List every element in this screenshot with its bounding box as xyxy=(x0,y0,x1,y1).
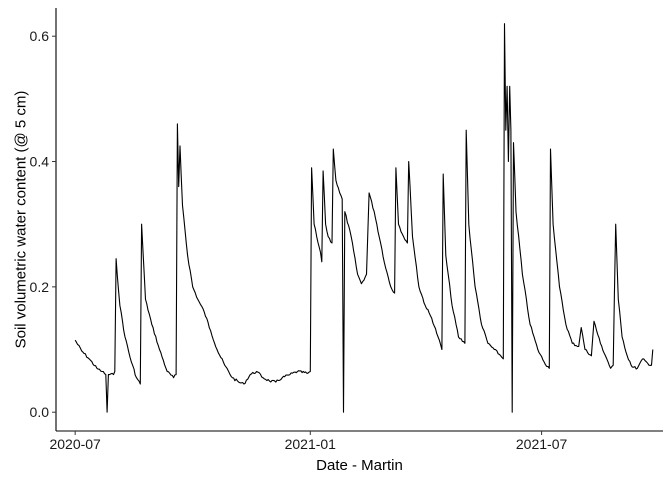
y-tick-label: 0.0 xyxy=(30,404,50,420)
y-tick-label: 0.6 xyxy=(30,28,50,44)
x-tick-label: 2021-01 xyxy=(285,436,337,452)
x-axis: 2020-07 2021-01 2021-07 xyxy=(49,430,663,452)
x-axis-title: Date - Martin xyxy=(316,457,403,474)
y-tick-label: 0.4 xyxy=(30,154,50,170)
y-axis: 0.0 0.2 0.4 0.6 xyxy=(30,8,57,431)
x-tick-label: 2021-07 xyxy=(516,436,568,452)
y-tick-label: 0.2 xyxy=(30,279,50,295)
series-line xyxy=(74,23,654,413)
y-axis-title: Soil volumetric water content (@ 5 cm) xyxy=(12,91,29,349)
series-layer xyxy=(74,23,654,413)
x-tick-label: 2020-07 xyxy=(49,436,101,452)
